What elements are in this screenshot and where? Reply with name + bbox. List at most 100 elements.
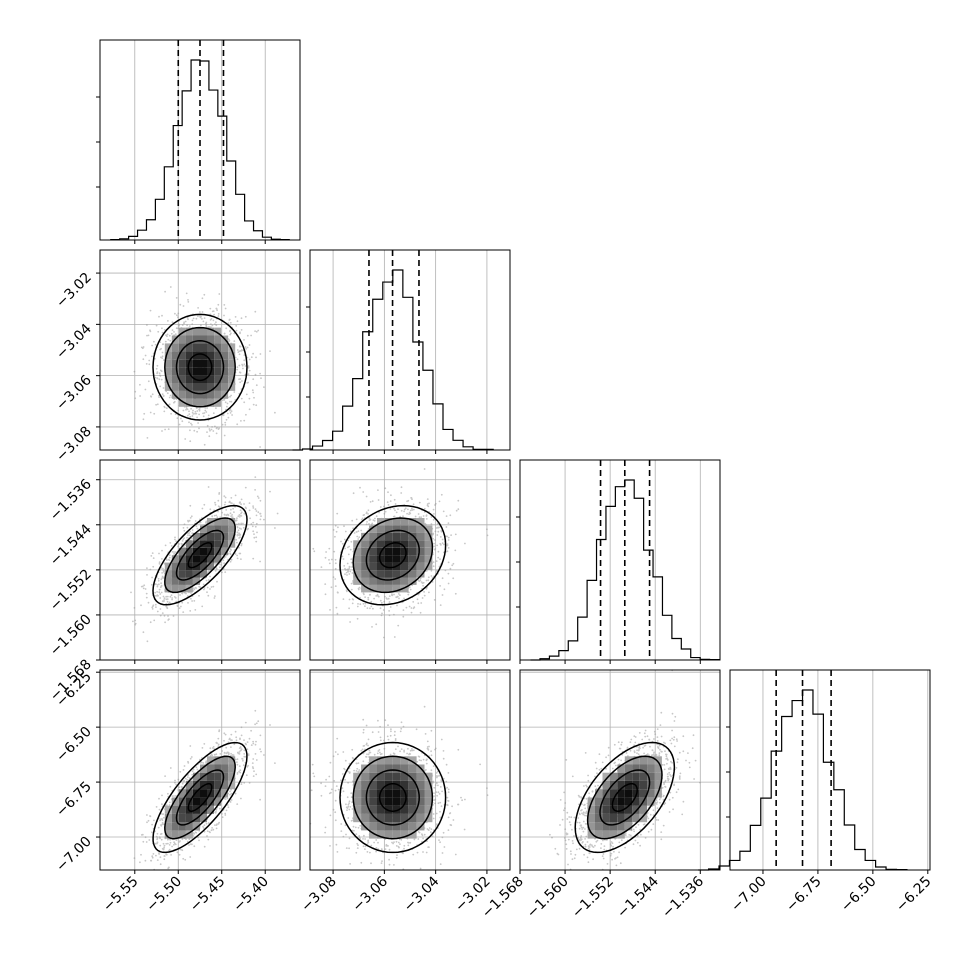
sample-point [240,503,243,506]
sample-point [225,418,228,421]
sample-point [243,401,246,404]
sample-point [452,562,455,565]
sample-point [260,377,262,380]
sample-point [364,605,366,607]
sample-point [349,621,351,623]
sample-point [218,293,221,295]
sample-point [455,509,458,512]
sample-point [336,512,339,515]
sample-point [176,851,179,854]
sample-point [259,518,262,521]
sample-point [140,585,143,588]
sample-point [161,314,163,317]
sample-point [428,502,430,505]
sample-point [217,428,220,430]
sample-point [146,640,149,643]
sample-point [189,517,192,519]
sample-point [328,559,330,561]
panel-1-0 [96,249,301,454]
sample-point [206,591,208,594]
sample-point [187,318,189,321]
sample-point [255,536,258,539]
sample-point [312,547,315,550]
sample-point [134,619,137,622]
sample-point [206,431,208,433]
sample-point [457,508,460,511]
sample-point [206,830,209,832]
sample-point [211,324,214,327]
sample-point [145,592,148,595]
sample-point [201,311,204,313]
sample-point [151,355,153,358]
sample-point [217,505,220,508]
sample-point [256,531,258,534]
sample-point [419,611,422,614]
sample-point [152,853,155,855]
sample-point [179,303,182,306]
sample-point [433,513,435,515]
sample-point [198,594,200,597]
sample-point [194,520,197,522]
sample-point [254,709,257,712]
sample-point [244,315,247,318]
sample-point [434,502,437,505]
sample-point [402,609,405,611]
sample-point [158,552,160,555]
sample-point [207,838,210,841]
sample-point [344,530,347,533]
sample-point [255,404,258,407]
sample-point [351,519,354,522]
sample-point [145,596,148,599]
sample-point [244,721,247,724]
sample-point [247,365,250,368]
sample-point [210,586,213,588]
sample-point [144,588,147,590]
sample-point [246,346,249,349]
sample-point [377,499,380,501]
sample-point [423,591,425,593]
sample-point [170,545,173,547]
sample-point [210,829,213,832]
sample-point [207,414,210,417]
sample-point [428,591,430,594]
sample-point [159,385,162,388]
sample-point [348,607,350,610]
sample-point [198,839,200,842]
sample-point [224,421,227,424]
sample-point [144,388,147,391]
sample-point [254,373,257,376]
sample-point [211,310,214,313]
sample-point [325,551,327,553]
sample-point [164,290,167,293]
sample-point [143,412,146,415]
sample-point [254,723,256,726]
sample-point [153,412,156,415]
sample-point [332,576,335,578]
sample-point [152,604,155,607]
sample-point [153,340,155,343]
sample-point [151,576,154,579]
sample-point [235,329,238,332]
sample-point [244,506,247,509]
sample-point [259,512,261,515]
sample-point [224,307,227,310]
sample-point [171,329,174,331]
sample-point [361,517,364,520]
sample-point [245,393,248,396]
sample-point [146,574,148,576]
sample-point [239,501,241,503]
sample-point [201,605,204,608]
sample-point [369,501,372,503]
sample-point [438,500,441,503]
sample-point [254,310,257,313]
sample-point [201,507,204,510]
sample-point [191,411,194,414]
sample-point [159,856,162,859]
sample-point [249,517,252,520]
sample-point [446,544,449,547]
sample-point [236,320,239,323]
sample-point [240,797,242,800]
sample-point [269,350,271,352]
sample-point [486,528,488,531]
sample-point [348,598,351,601]
